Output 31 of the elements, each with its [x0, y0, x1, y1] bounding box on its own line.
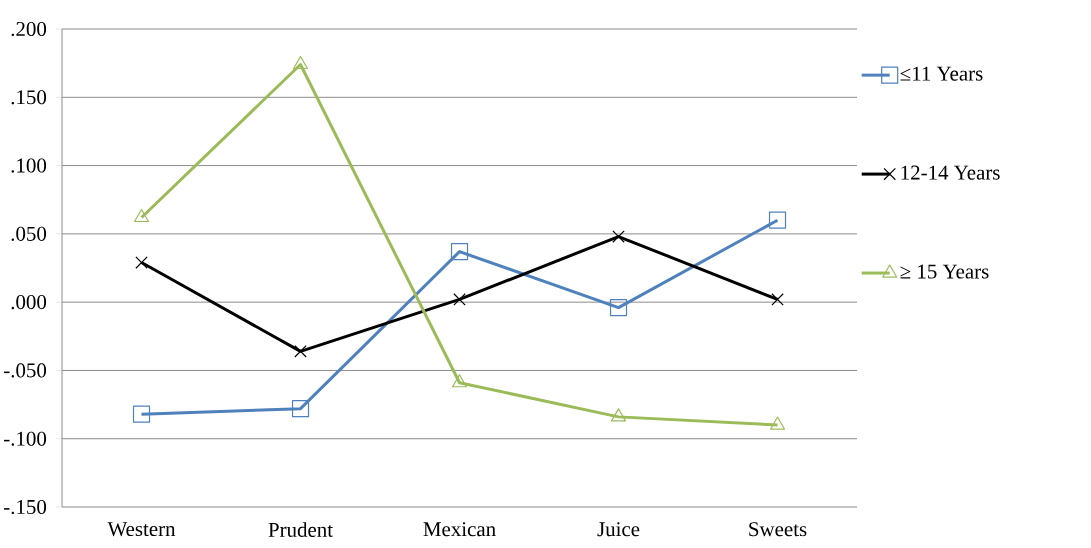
point [769, 416, 786, 430]
x-tick-label: Mexican [423, 522, 496, 537]
point [609, 299, 628, 317]
point [450, 243, 469, 261]
x-tick-label: Prudent [268, 522, 333, 537]
y-tick-label: -.100 [4, 431, 47, 446]
point [294, 345, 307, 358]
y-tick-label: .200 [11, 21, 47, 37]
x-tick-label: Sweets [749, 522, 807, 537]
point [291, 400, 310, 418]
y-tick-label: -.050 [4, 363, 47, 378]
y-tick-label: .150 [11, 90, 47, 105]
point [453, 293, 466, 306]
legend-label: ≥ 15 Years [900, 264, 989, 279]
point [768, 211, 787, 229]
point [612, 230, 625, 243]
point [451, 374, 468, 388]
y-tick-label: .050 [11, 226, 47, 241]
point [292, 55, 309, 70]
point [610, 408, 627, 422]
x-tick-label: Western [107, 522, 176, 537]
y-tick-label: .100 [11, 158, 47, 173]
point [771, 293, 784, 306]
point [132, 405, 151, 423]
legend-label: ≤11 Years [900, 66, 983, 81]
point [135, 256, 148, 269]
y-tick-label: -.150 [4, 499, 47, 515]
legend-label: 12-14 Years [901, 165, 1000, 180]
x-tick-label: Juice [597, 522, 640, 537]
point [133, 208, 150, 223]
y-tick-label: .000 [11, 295, 47, 310]
